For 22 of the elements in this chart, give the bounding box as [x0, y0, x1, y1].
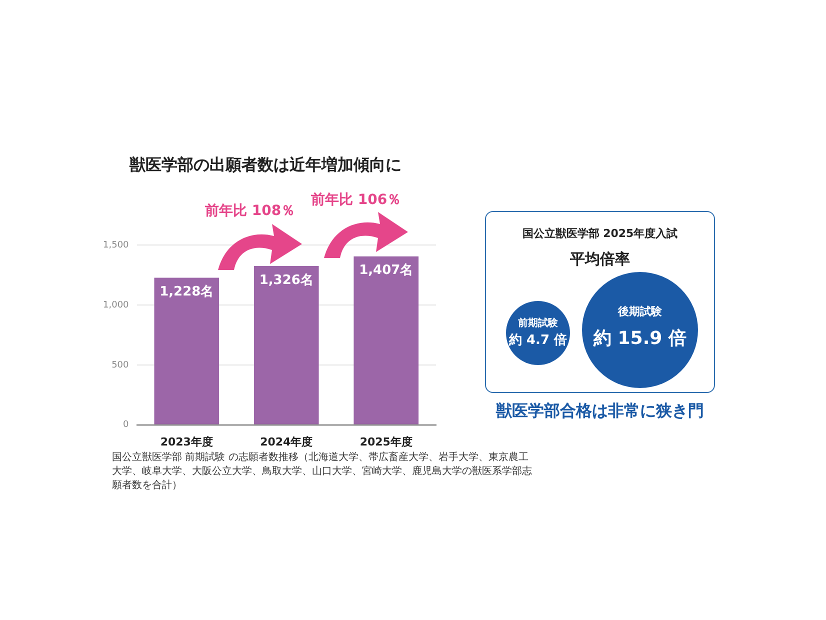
text: 平均倍率	[569, 250, 631, 269]
y-tick-label: 0	[123, 420, 130, 430]
text: 前年比 108％	[205, 202, 296, 220]
text: 約 15.9 倍	[592, 327, 688, 350]
chart-title: 獣医学部の出願者数は近年増加傾向に	[128, 154, 402, 174]
data-label: 1,407名	[359, 263, 414, 278]
text: 獣医学部合格は非常に狭き門	[494, 401, 705, 422]
data-label: 1,326名	[259, 272, 314, 288]
data-label: 1,228名	[160, 284, 214, 300]
text: 前年比 106％	[311, 191, 402, 209]
y-tick-label: 1,000	[103, 300, 130, 310]
text: 約 4.7 倍	[508, 332, 568, 349]
x-tick-label: 2023年度	[160, 435, 213, 448]
text: 後期試験	[616, 304, 663, 319]
x-tick-label: 2025年度	[360, 435, 412, 448]
text: 前期試験	[517, 316, 559, 330]
x-tick-label: 2024年度	[260, 435, 313, 448]
text: 国公立獣医学部 前期試験 の志願者数推移（北海道大学、帯広畜産大学、岩手大学、東京農工大学、岐阜大学、大阪公立大学、鳥取大学、山口大学、宮崎大学、鹿児島大学の獣医系学部志願者数を合計）	[112, 451, 532, 493]
y-tick-label: 1,500	[103, 240, 130, 251]
text: 国公立獣医学部 2025年度入試	[521, 226, 679, 241]
y-tick-label: 500	[112, 360, 130, 370]
bar	[154, 278, 220, 424]
